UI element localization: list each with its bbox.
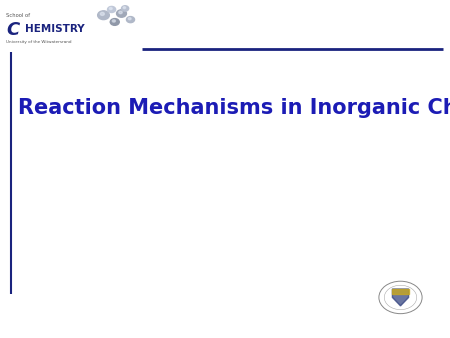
Circle shape xyxy=(123,7,126,8)
Circle shape xyxy=(112,20,115,22)
Circle shape xyxy=(119,11,122,14)
Circle shape xyxy=(128,18,131,20)
Circle shape xyxy=(126,17,135,23)
Circle shape xyxy=(100,13,104,16)
Circle shape xyxy=(108,6,116,13)
Polygon shape xyxy=(392,289,409,294)
Circle shape xyxy=(98,11,109,20)
Text: Reaction Mechanisms in Inorganic Chemistry: Reaction Mechanisms in Inorganic Chemist… xyxy=(18,98,450,118)
Text: University of the Witwatersrand: University of the Witwatersrand xyxy=(6,40,72,44)
Polygon shape xyxy=(392,289,409,306)
Text: School of: School of xyxy=(6,13,30,18)
Circle shape xyxy=(122,6,129,11)
Text: C: C xyxy=(6,21,19,40)
Circle shape xyxy=(109,7,112,9)
Text: HEMISTRY: HEMISTRY xyxy=(25,24,85,34)
Circle shape xyxy=(117,10,126,17)
Circle shape xyxy=(110,19,119,25)
